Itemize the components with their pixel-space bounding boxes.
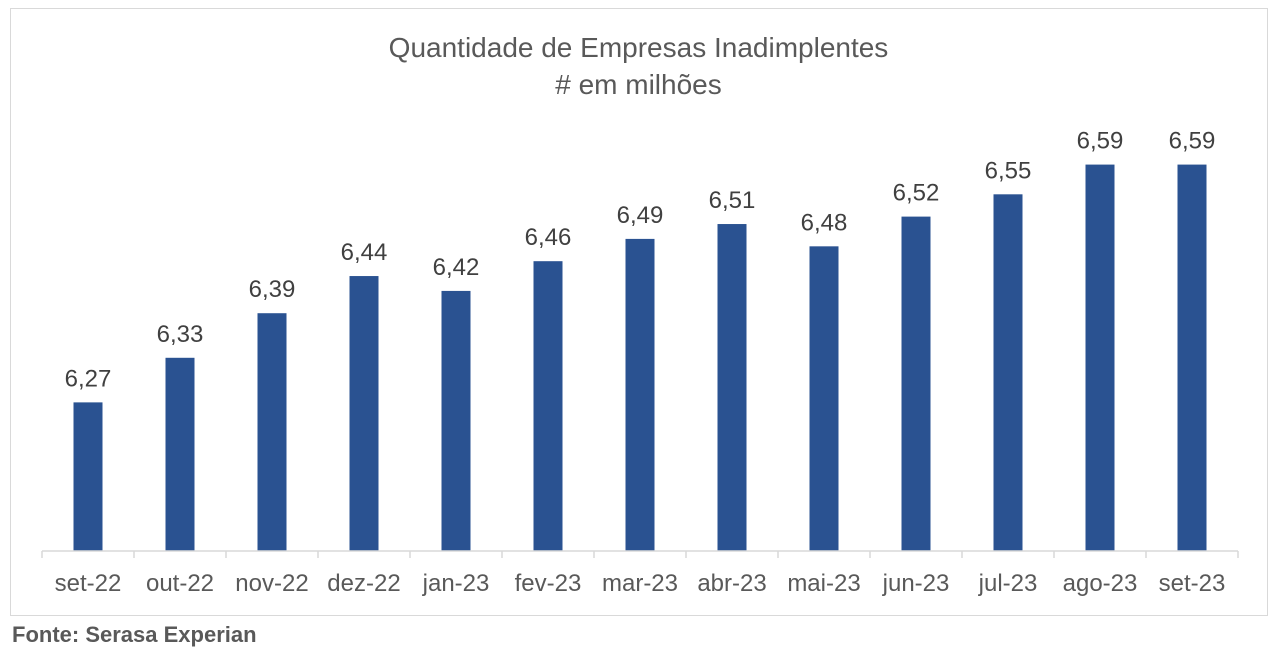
data-label-set-23: 6,59 <box>1169 128 1216 155</box>
x-tick-label-jul-23: jul-23 <box>978 570 1038 597</box>
data-label-jun-23: 6,52 <box>893 180 940 207</box>
data-label-nov-22: 6,39 <box>249 276 296 303</box>
bars-group <box>73 164 1207 552</box>
source-note: Fonte: Serasa Experian <box>12 622 257 647</box>
chart-subtitle: # em milhões <box>555 69 722 100</box>
bar-mai-23 <box>809 246 839 552</box>
data-label-ago-23: 6,59 <box>1077 128 1124 155</box>
x-axis <box>41 550 1239 558</box>
x-tick-label-abr-23: abr-23 <box>697 570 766 597</box>
bar-jul-23 <box>993 194 1023 551</box>
x-tick-label-fev-23: fev-23 <box>515 570 582 597</box>
bar-out-22 <box>165 357 195 551</box>
x-tick-label-jun-23: jun-23 <box>882 570 950 597</box>
bar-set-22 <box>73 402 103 551</box>
bar-mar-23 <box>625 238 655 551</box>
bar-jan-23 <box>441 290 471 551</box>
x-tick-label-set-23: set-23 <box>1159 570 1226 597</box>
x-tick-label-dez-22: dez-22 <box>327 570 400 597</box>
data-label-jan-23: 6,42 <box>433 254 480 281</box>
data-label-out-22: 6,33 <box>157 321 204 348</box>
x-tick-label-nov-22: nov-22 <box>235 570 308 597</box>
x-tick-label-jan-23: jan-23 <box>422 570 490 597</box>
x-tick-labels-group: set-22 out-22 nov-22 dez-22 jan-23 fev-23 mar-… <box>55 570 1226 597</box>
data-label-jul-23: 6,55 <box>985 157 1032 184</box>
x-tick-label-out-22: out-22 <box>146 570 214 597</box>
bar-dez-22 <box>349 276 379 551</box>
x-tick-label-set-22: set-22 <box>55 570 122 597</box>
bar-jun-23 <box>901 216 931 551</box>
data-label-set-22: 6,27 <box>65 365 112 392</box>
x-tick-label-mai-23: mai-23 <box>787 570 860 597</box>
data-labels-group: 6,27 6,33 6,39 6,44 6,42 6,46 6,49 6,51 6,48 6,52… <box>65 128 1216 393</box>
x-tick-label-mar-23: mar-23 <box>602 570 678 597</box>
bar-abr-23 <box>717 224 747 551</box>
chart-title: Quantidade de Empresas Inadimplentes <box>388 32 889 63</box>
bar-nov-22 <box>257 313 287 551</box>
data-label-dez-22: 6,44 <box>341 239 388 266</box>
data-label-abr-23: 6,51 <box>709 187 756 214</box>
data-label-mai-23: 6,48 <box>801 209 848 236</box>
bar-fev-23 <box>533 261 563 551</box>
data-label-mar-23: 6,49 <box>617 202 664 229</box>
bar-ago-23 <box>1085 164 1115 551</box>
x-tick-label-ago-23: ago-23 <box>1063 570 1138 597</box>
bar-set-23 <box>1177 164 1207 551</box>
data-label-fev-23: 6,46 <box>525 224 572 251</box>
